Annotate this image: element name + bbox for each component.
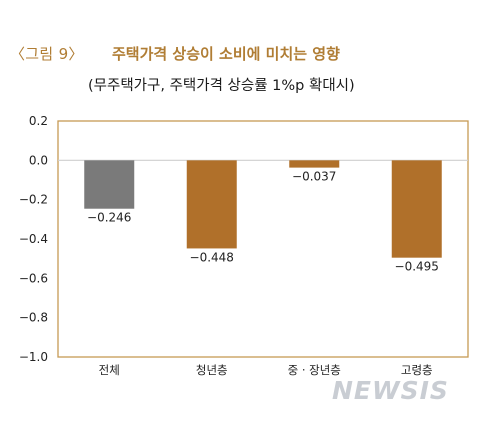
chart-title: 주택가격 상승이 소비에 미치는 영향 bbox=[112, 45, 340, 63]
data-label: −0.448 bbox=[190, 250, 234, 264]
y-tick-label: 0.0 bbox=[29, 153, 48, 167]
x-tick-label: 고령층 bbox=[401, 363, 433, 377]
y-tick-label: −0.6 bbox=[19, 271, 48, 285]
chart-subtitle: (무주택가구, 주택가격 상승률 1%p 확대시) bbox=[88, 78, 355, 94]
figure-label: 〈그림 9〉 bbox=[10, 45, 84, 63]
x-tick-label: 중 · 장년층 bbox=[288, 363, 341, 377]
x-tick-label: 전체 bbox=[99, 363, 120, 377]
bar bbox=[186, 160, 237, 249]
data-label: −0.246 bbox=[87, 211, 131, 225]
bar bbox=[391, 160, 442, 258]
bar bbox=[84, 160, 135, 209]
y-tick-label: 0.2 bbox=[29, 114, 48, 128]
plot-frame bbox=[57, 120, 469, 358]
y-tick-label: −0.8 bbox=[19, 311, 48, 325]
data-label: −0.037 bbox=[292, 170, 336, 184]
x-tick-label: 청년층 bbox=[196, 363, 228, 377]
y-tick-label: −0.2 bbox=[19, 193, 48, 207]
data-label: −0.495 bbox=[395, 260, 439, 274]
bar bbox=[289, 160, 340, 168]
y-tick-label: −1.0 bbox=[19, 350, 48, 364]
newsis-watermark: NEWSIS bbox=[332, 376, 449, 405]
y-tick-label: −0.4 bbox=[19, 232, 48, 246]
